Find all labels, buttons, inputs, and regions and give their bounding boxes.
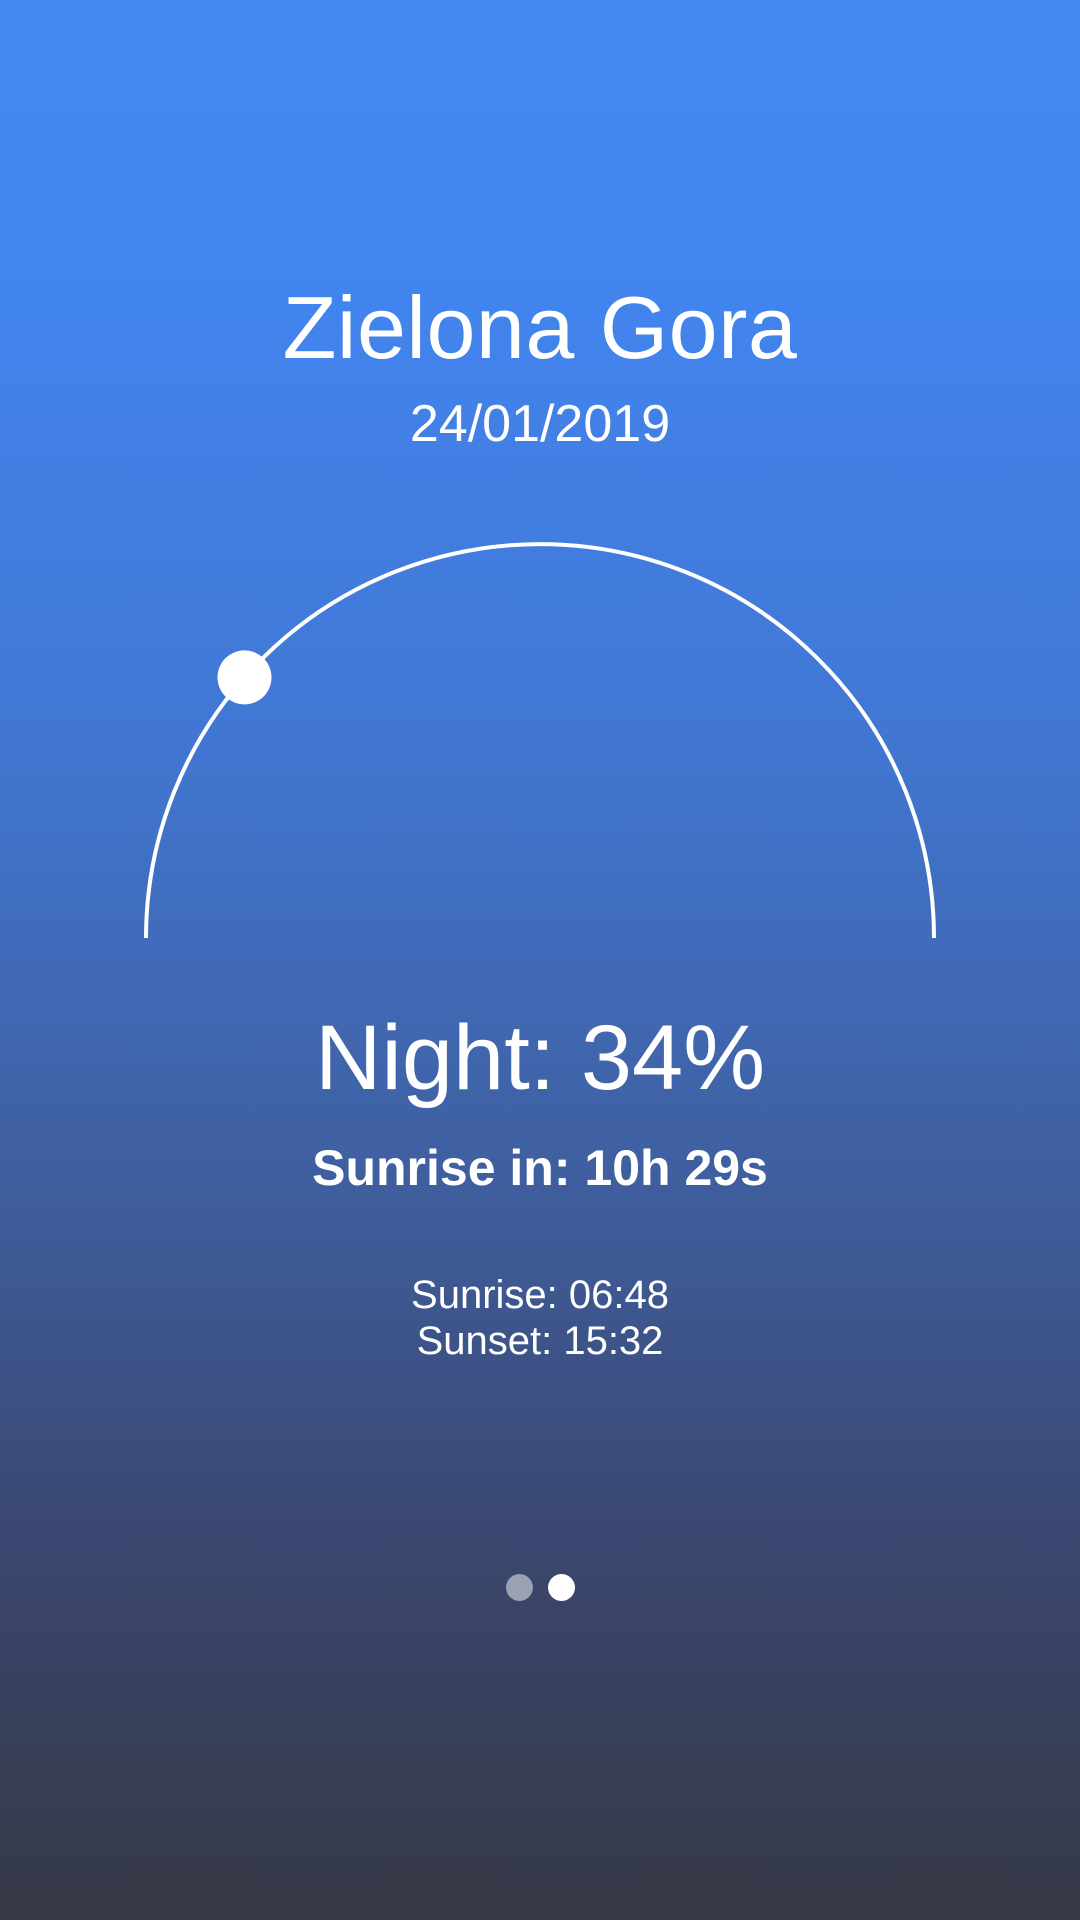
sun-position-marker [217, 650, 272, 705]
page-dot-1[interactable] [505, 1574, 533, 1601]
sun-arc-path [144, 542, 936, 939]
day-phase-label: Night: 34% [314, 1007, 766, 1109]
page-dot-2[interactable] [547, 1574, 575, 1601]
date-label: 24/01/2019 [409, 395, 671, 453]
sunrise-countdown: Sunrise in: 10h 29s [312, 1140, 768, 1196]
sun-times: Sunrise: 06:48 Sunset: 15:32 [0, 1272, 1080, 1364]
page-indicator [0, 1574, 1080, 1601]
sunset-time: Sunset: 15:32 [416, 1319, 664, 1363]
sunrise-time: Sunrise: 06:48 [411, 1273, 669, 1317]
city-name: Zielona Gora [282, 278, 798, 377]
